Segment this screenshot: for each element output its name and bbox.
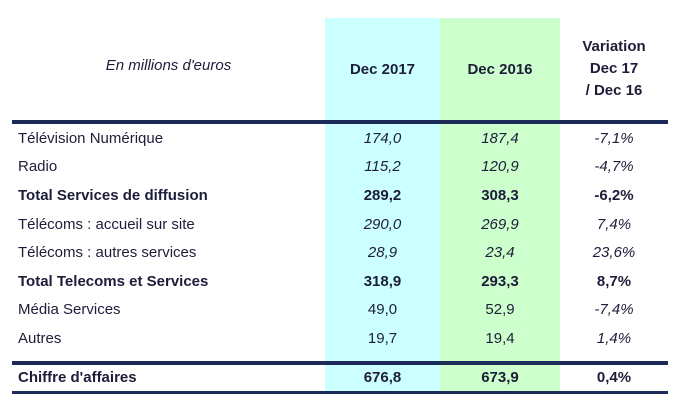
row-label: Autres: [18, 329, 62, 347]
table-row: Télécoms : autres services 28,9 23,4 23,6%: [12, 238, 668, 267]
cell-value: 673,9: [440, 362, 560, 394]
financial-table: En millions d'euros Dec 2017 Dec 2016 Va…: [12, 18, 668, 394]
table-row: Télécoms : accueil sur site 290,0 269,9 7,4…: [12, 209, 668, 239]
cell-value: 308,3: [440, 181, 560, 210]
row-label: Chiffre d'affaires: [12, 362, 325, 394]
cell-value: 19,7: [325, 324, 440, 353]
row-label: Télécoms : autres services: [18, 244, 197, 262]
cell-value: 7,4%: [596, 215, 632, 233]
row-label: Télévision Numérique: [18, 129, 164, 147]
cell-value: 52,9: [440, 295, 560, 325]
row-label: Télécoms : accueil sur site: [18, 215, 195, 233]
row-label: Média Services: [18, 301, 121, 319]
caption: En millions d'euros: [12, 18, 325, 124]
cell-value: -7,1%: [594, 129, 634, 147]
table-row: Radio 115,2 120,9 -4,7%: [12, 152, 668, 182]
table-row: Autres 19,7 19,4 1,4%: [12, 324, 668, 353]
total-row: Chiffre d'affaires 676,8 673,9 0,4%: [12, 362, 668, 394]
table-row: Télévision Numérique 174,0 187,4 -7,1%: [12, 122, 668, 153]
table-row: Total Services de diffusion 289,2 308,3 -6,…: [12, 181, 668, 210]
cell-value: 318,9: [325, 266, 440, 296]
cell-value: 174,0: [325, 122, 440, 153]
table-row: Total Telecoms et Services 318,9 293,3 8,7%: [12, 266, 668, 296]
cell-value: 290,0: [325, 209, 440, 239]
row-label: Total Telecoms et Services: [18, 272, 209, 290]
cell-value: 0,4%: [560, 362, 668, 394]
column-header: Variation Dec 17 / Dec 16: [560, 18, 668, 124]
column-header: Dec 2017: [325, 18, 440, 124]
spacer: [12, 352, 668, 365]
cell-value: -4,7%: [594, 158, 634, 176]
cell-value: 8,7%: [596, 272, 632, 290]
cell-value: -7,4%: [594, 301, 634, 319]
cell-value: 676,8: [325, 362, 440, 394]
cell-value: 187,4: [440, 122, 560, 153]
row-label: Total Services de diffusion: [18, 186, 208, 204]
header-line: / Dec 16: [585, 82, 643, 99]
cell-value: 23,4: [440, 238, 560, 267]
cell-value: 1,4%: [596, 329, 632, 347]
cell-value: 49,0: [325, 295, 440, 325]
cell-value: 289,2: [325, 181, 440, 210]
cell-value: 115,2: [325, 152, 440, 182]
column-header: Dec 2016: [440, 18, 560, 124]
cell-value: 19,4: [440, 324, 560, 353]
cell-value: 120,9: [440, 152, 560, 182]
cell-value: 23,6%: [592, 244, 636, 262]
header-row: En millions d'euros Dec 2017 Dec 2016 Va…: [12, 18, 668, 124]
table-row: Média Services 49,0 52,9 -7,4%: [12, 295, 668, 325]
row-label: Radio: [18, 158, 58, 176]
cell-value: 28,9: [325, 238, 440, 267]
cell-value: 269,9: [440, 209, 560, 239]
cell-value: -6,2%: [594, 186, 634, 204]
header-line: Dec 17: [589, 60, 639, 77]
cell-value: 293,3: [440, 266, 560, 296]
header-line: Variation: [582, 38, 646, 55]
